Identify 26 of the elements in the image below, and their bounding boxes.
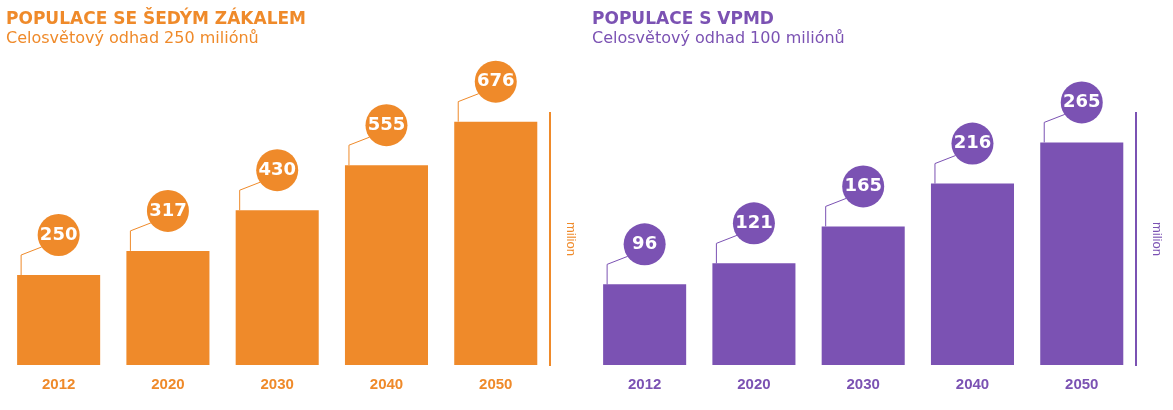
x-tick-label: 2030 [846, 375, 880, 393]
y-axis-title: milion [1149, 222, 1165, 256]
x-tick-label: 2040 [369, 375, 404, 393]
x-tick-label: 2020 [737, 375, 771, 393]
data-label: 265 [1062, 90, 1101, 112]
x-tick-label: 2040 [955, 375, 990, 393]
x-tick-label: 2012 [41, 375, 76, 393]
x-tick-label: 2030 [260, 375, 294, 393]
x-tick-label: 2050 [479, 375, 513, 393]
data-label: 165 [844, 174, 882, 196]
data-label: 250 [39, 222, 78, 244]
data-label: 555 [367, 112, 406, 134]
y-axis-title: milion [563, 222, 579, 256]
data-label: 96 [632, 232, 658, 254]
data-label: 121 [735, 211, 773, 233]
chart-title: POPULACE SE ŠEDÝM ZÁKALEM [6, 8, 307, 28]
data-label: 317 [149, 198, 187, 220]
chart-title: POPULACE S VPMD [592, 8, 775, 28]
data-label: 676 [476, 69, 515, 91]
data-label: 216 [953, 131, 992, 153]
chart-subtitle: Celosvětový odhad 100 miliónů [592, 28, 846, 47]
x-tick-label: 2050 [1065, 375, 1099, 393]
x-tick-label: 2020 [151, 375, 185, 393]
x-tick-label: 2012 [627, 375, 662, 393]
data-label: 430 [258, 157, 296, 179]
chart-subtitle: Celosvětový odhad 250 miliónů [6, 28, 260, 47]
